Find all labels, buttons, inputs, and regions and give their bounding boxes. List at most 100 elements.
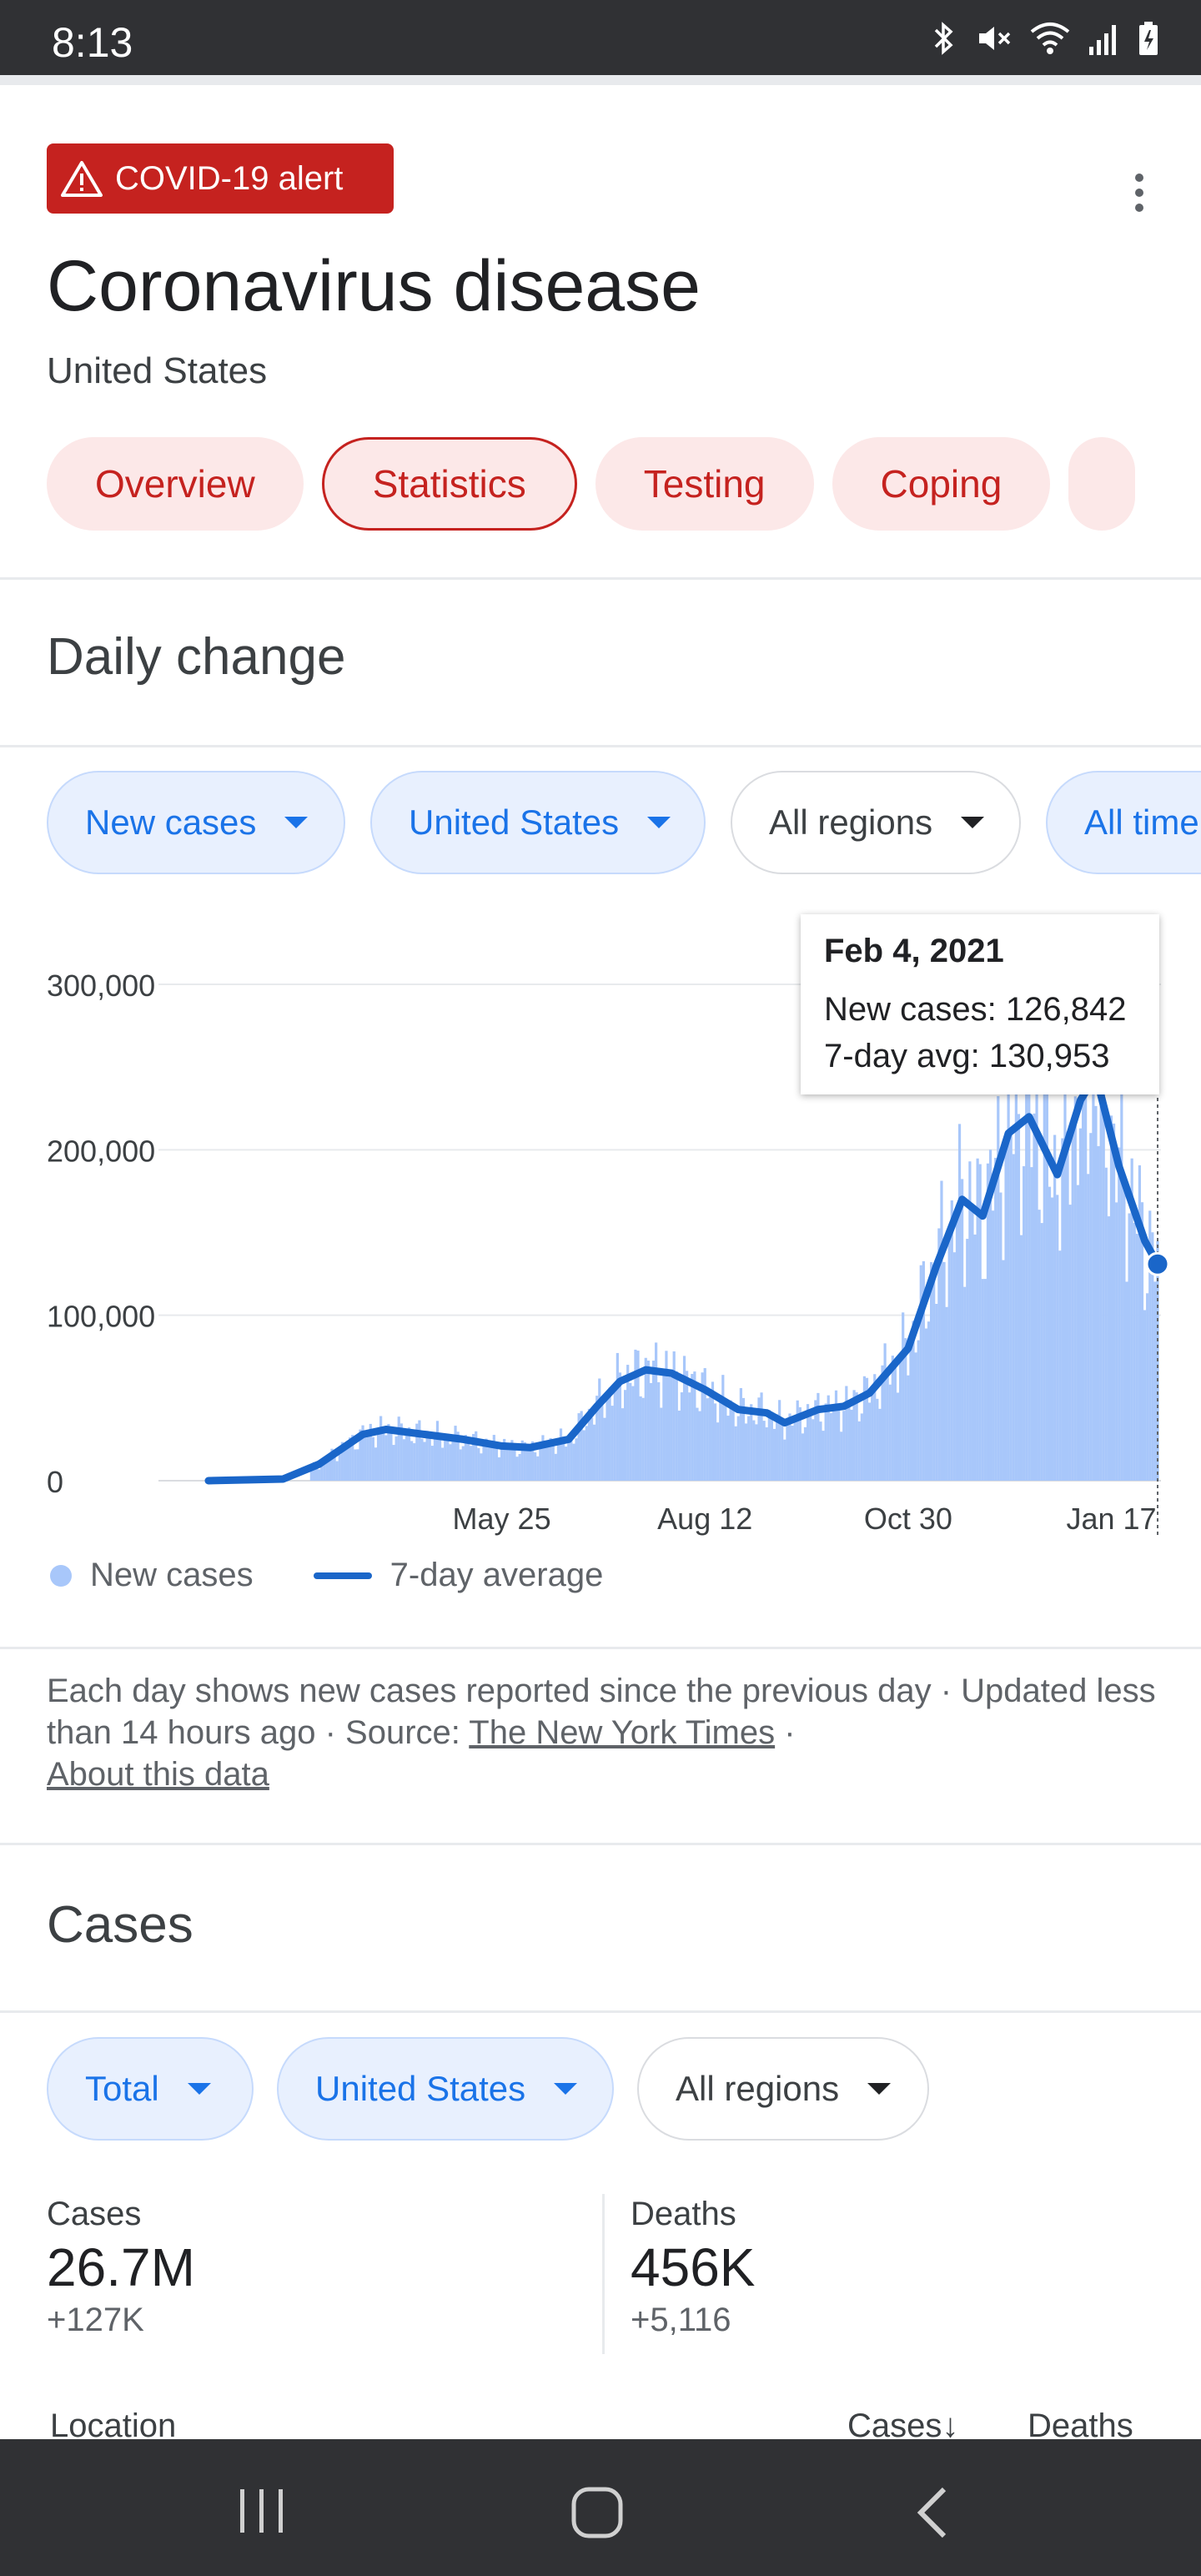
new-cases-bar [801,1433,805,1481]
cases-metric-dropdown[interactable]: Total [47,2037,254,2141]
daily-cases-chart[interactable]: 0 100,000 200,000 300,000 May 25 Aug 12 Oct 3… [0,901,1201,1552]
new-cases-bar [480,1453,483,1481]
new-cases-bar [629,1382,632,1481]
new-cases-bar [914,1352,917,1481]
source-link[interactable]: The New York Times [469,1714,776,1751]
cases-column-header[interactable]: Cases↓ [847,2407,958,2445]
about-data-link[interactable]: About this data [47,1756,269,1793]
cases-stat-value: 26.7M [47,2237,195,2297]
location-column-header[interactable]: Location [50,2407,177,2444]
new-cases-bar [361,1425,364,1481]
new-cases-bar [345,1448,349,1481]
new-cases-bar [356,1449,359,1481]
tab-overview[interactable]: Overview [47,437,304,531]
new-cases-bar [703,1368,706,1481]
new-cases-bar [876,1398,879,1481]
x-tick-label: May 25 [453,1502,551,1536]
new-cases-bar [587,1408,591,1481]
new-cases-bar [988,1150,992,1481]
new-cases-bar [1061,1138,1064,1481]
new-cases-bar [580,1411,583,1481]
new-cases-bar [428,1436,431,1481]
new-cases-bar [680,1392,684,1481]
deaths-stat: Deaths 456K +5,116 [631,2196,755,2339]
cases-column-label: Cases [847,2407,942,2444]
new-cases-bar [641,1397,645,1481]
mute-icon [976,20,1013,57]
new-cases-bar [898,1359,902,1481]
y-tick-label: 100,000 [47,1300,155,1334]
tab-coping[interactable]: Coping [832,437,1051,531]
new-cases-bar [701,1372,704,1481]
tab-more[interactable] [1068,437,1136,531]
new-cases-bar [510,1440,514,1481]
new-cases-bar [1071,1119,1074,1481]
new-cases-bar [731,1403,735,1481]
selected-point [1145,1251,1170,1276]
new-cases-bar [1143,1310,1147,1481]
new-cases-bar [1030,1167,1033,1481]
new-cases-bar [791,1426,794,1481]
new-cases-bar [909,1345,912,1481]
x-tick-label: Aug 12 [657,1502,752,1536]
new-cases-bar [644,1357,647,1481]
recent-apps-icon[interactable] [237,2486,287,2540]
new-cases-bar [747,1416,751,1481]
country-dropdown[interactable]: United States [370,771,706,874]
source-prefix: Source: [345,1714,460,1751]
new-cases-bar [1146,1293,1149,1481]
cases-regions-dropdown[interactable]: All regions [637,2037,929,2141]
new-cases-bar [655,1342,658,1481]
time-range-dropdown[interactable]: All time [1046,771,1201,874]
new-cases-bar [559,1428,563,1481]
back-icon[interactable] [912,2486,954,2543]
new-cases-bar [662,1371,666,1481]
new-cases-bar [1084,1024,1088,1481]
new-cases-bar [1009,1133,1013,1481]
status-time: 8:13 [52,19,133,66]
more-options-icon[interactable] [1133,174,1146,215]
deaths-column-header[interactable]: Deaths [1028,2407,1133,2444]
chevron-down-icon [284,817,309,828]
new-cases-bar [461,1446,465,1481]
new-cases-bar [968,1161,972,1481]
regions-dropdown[interactable]: All regions [731,771,1021,874]
new-cases-bar [530,1441,535,1481]
new-cases-bar [765,1427,768,1481]
new-cases-bar [783,1439,786,1481]
new-cases-bar [444,1437,447,1481]
tab-statistics[interactable]: Statistics [321,437,577,531]
new-cases-bar [706,1398,709,1481]
new-cases-bar [850,1409,853,1481]
new-cases-bar [430,1446,434,1481]
tab-testing[interactable]: Testing [595,437,814,531]
new-cases-bar [840,1431,843,1481]
new-cases-bar [1092,1037,1095,1481]
navigation-bar [0,2439,1201,2576]
new-cases-bar [518,1453,521,1481]
new-cases-bar [618,1372,622,1481]
new-cases-bar [490,1442,493,1481]
new-cases-bar [572,1443,575,1481]
new-cases-bar [1045,1066,1048,1481]
new-cases-bar [961,1179,964,1481]
metric-dropdown[interactable]: New cases [47,771,345,874]
deaths-stat-delta: +5,116 [631,2302,731,2338]
warning-icon [61,161,103,197]
new-cases-bar [713,1403,717,1481]
new-cases-bar [1004,1135,1008,1481]
new-cases-bar [832,1406,836,1481]
new-cases-bar [399,1423,403,1481]
new-cases-swatch [50,1564,72,1587]
new-cases-bar [394,1436,398,1481]
new-cases-bar [1097,1145,1100,1481]
new-cases-bar [739,1388,742,1481]
new-cases-bar [665,1351,668,1481]
new-cases-bar [937,1228,941,1481]
new-cases-bar [1087,1174,1090,1481]
cases-country-dropdown[interactable]: United States [277,2037,614,2141]
home-icon[interactable] [570,2486,624,2543]
new-cases-bar [708,1396,711,1481]
new-cases-bar [472,1433,475,1481]
new-cases-bar [1089,1133,1093,1481]
